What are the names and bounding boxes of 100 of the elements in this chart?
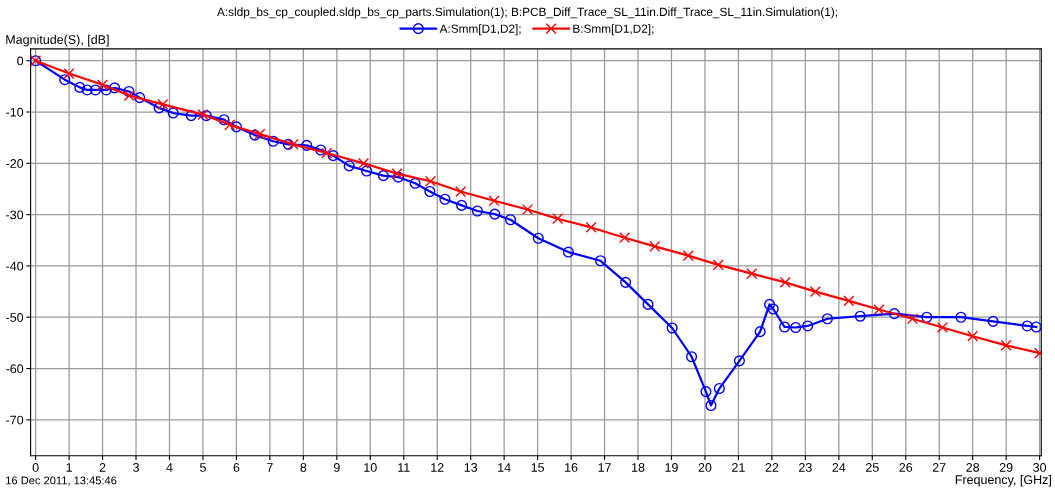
point — [282, 138, 294, 150]
y-tick-label: -40 — [6, 261, 24, 271]
point — [809, 286, 821, 298]
y-tick-label: -10 — [6, 107, 24, 117]
point — [937, 321, 949, 334]
point — [134, 92, 146, 104]
point — [167, 107, 179, 119]
point — [854, 310, 866, 322]
point — [109, 82, 121, 94]
y-tick-label: -30 — [6, 210, 24, 220]
x-tick-label: 16 — [565, 463, 578, 472]
x-tick-label: 9 — [333, 463, 340, 472]
point — [967, 330, 979, 342]
legend-label: A:Smm[D1,D2]; — [439, 24, 521, 36]
x-tick-label: 14 — [498, 463, 511, 472]
point — [779, 276, 791, 288]
point — [1030, 321, 1042, 333]
x-tick-label: 2 — [99, 463, 106, 472]
point — [489, 208, 501, 220]
point — [532, 232, 544, 244]
point — [301, 139, 313, 151]
point — [790, 321, 802, 334]
point — [594, 255, 607, 267]
x-tick-label: 3 — [133, 463, 139, 472]
point — [488, 195, 500, 207]
x-tick-label: 29 — [999, 463, 1013, 472]
point — [185, 110, 197, 122]
point — [224, 119, 236, 131]
point — [471, 205, 483, 217]
point — [74, 81, 86, 93]
point — [746, 268, 758, 280]
point — [157, 98, 169, 110]
point — [873, 303, 885, 316]
point — [733, 355, 745, 367]
x-tick-label: 18 — [632, 463, 645, 472]
point — [96, 79, 109, 91]
x-tick-label: 4 — [166, 463, 173, 472]
point — [713, 382, 725, 395]
point — [821, 313, 833, 325]
point — [455, 185, 467, 198]
point — [315, 144, 327, 156]
x-tick-label: 19 — [665, 463, 678, 472]
point — [504, 214, 517, 226]
x-tick-label: 13 — [464, 463, 478, 472]
point — [287, 138, 299, 150]
x-tick-label: 1 — [66, 463, 72, 472]
point — [254, 128, 266, 140]
point — [987, 315, 999, 327]
point — [89, 84, 102, 96]
y-tick-label: -50 — [6, 313, 24, 322]
point — [888, 308, 900, 320]
point — [100, 84, 112, 96]
point — [682, 250, 694, 262]
point — [906, 313, 918, 325]
point — [763, 298, 776, 310]
point — [562, 246, 574, 258]
x-tick-label: 26 — [899, 463, 913, 472]
point — [686, 351, 698, 363]
point — [377, 170, 389, 182]
point — [779, 321, 791, 333]
point — [267, 135, 279, 147]
point — [59, 74, 71, 86]
chart-title: A:sldp_bs_cp_coupled.sldp_bs_cp_parts.Simulation(1); B:PCB_Diff_Trace_SL_11in.Diff_Trace_SL_11in.Simulation(1); — [217, 7, 837, 19]
y-tick-label: 0 — [17, 56, 24, 66]
point — [700, 386, 712, 398]
point — [230, 121, 242, 133]
point — [123, 90, 135, 102]
point — [1000, 339, 1012, 351]
point — [81, 84, 93, 96]
point — [522, 203, 534, 216]
point — [955, 311, 967, 323]
x-tick-label: 15 — [531, 463, 545, 472]
point — [321, 147, 333, 159]
point — [666, 322, 678, 334]
point — [705, 399, 717, 412]
x-tick-label: 24 — [832, 463, 846, 472]
point — [921, 311, 933, 323]
point — [552, 213, 564, 225]
x-tick-label: 30 — [1033, 463, 1047, 472]
point — [358, 157, 370, 169]
point — [712, 259, 724, 271]
x-axis-title: Frequency, [GHz] — [955, 474, 1051, 487]
point — [409, 177, 421, 189]
x-tick-label: 27 — [932, 463, 946, 472]
point — [642, 298, 654, 310]
point — [620, 276, 632, 288]
x-tick-label: 6 — [233, 463, 240, 472]
point — [619, 232, 631, 244]
x-tick-label: 20 — [698, 463, 712, 472]
point — [249, 129, 261, 141]
point — [754, 326, 766, 338]
point — [343, 160, 355, 172]
y-tick-label: -20 — [6, 159, 24, 168]
point — [218, 114, 230, 126]
x-tick-label: 23 — [799, 463, 812, 472]
x-tick-label: 12 — [431, 463, 444, 472]
y-tick-label: -60 — [6, 364, 24, 374]
point — [153, 102, 165, 114]
point — [63, 67, 75, 80]
legend-label: B:Smm[D1,D2]; — [573, 24, 654, 36]
